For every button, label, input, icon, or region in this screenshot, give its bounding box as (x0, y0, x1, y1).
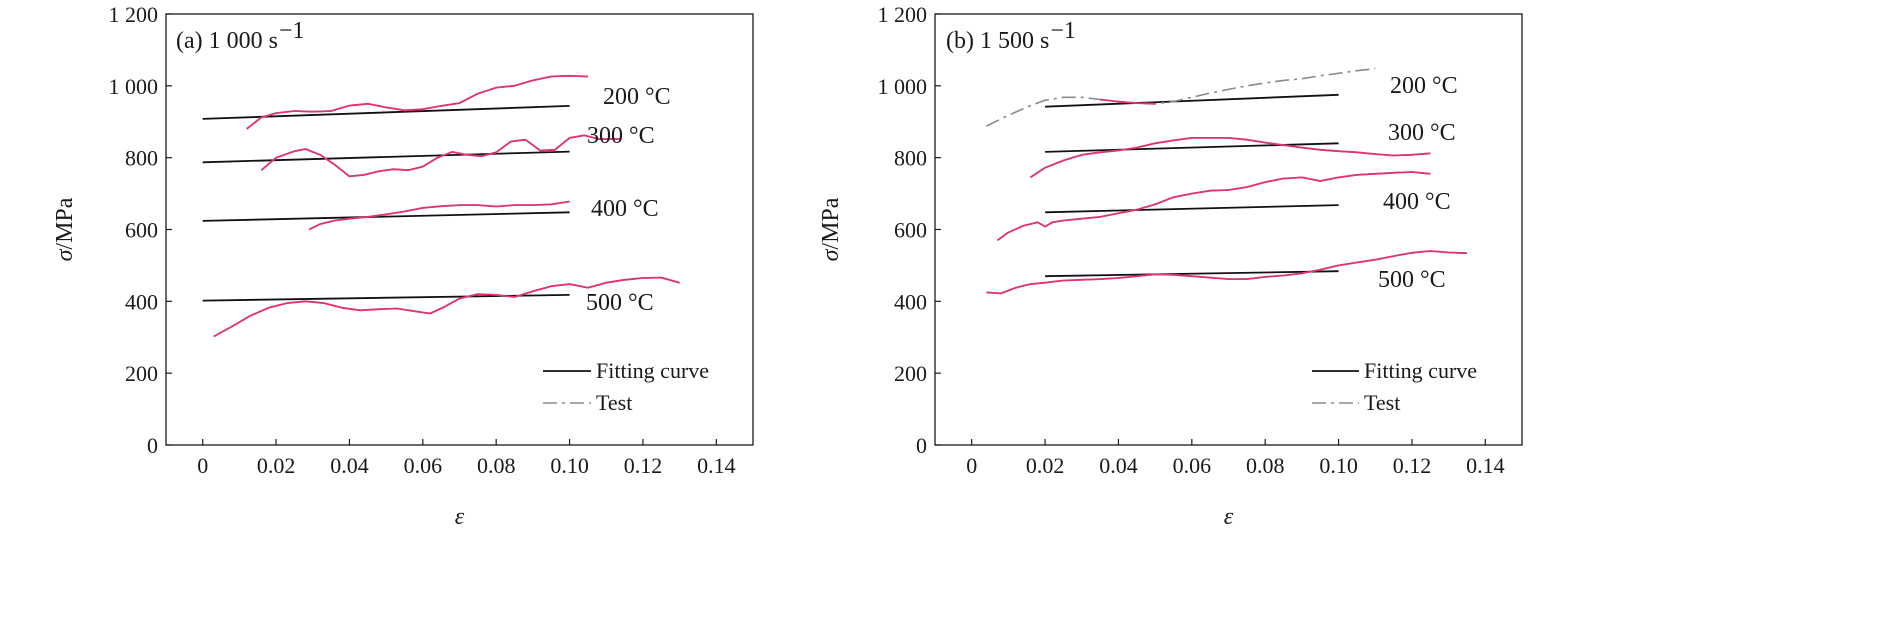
legend-test-label: Test (1364, 390, 1400, 415)
fitting-curve-line (202, 211, 570, 222)
y-tick-label: 1 000 (109, 74, 159, 99)
test-curve-line (986, 250, 1468, 295)
y-tick-label: 1 200 (878, 2, 928, 27)
test-curve-base (246, 74, 588, 130)
temperature-label: 400 °C (591, 196, 659, 222)
panel-title-superscript: −1 (279, 18, 305, 44)
x-tick-label: 0.06 (1173, 453, 1212, 478)
x-tick-label: 0 (197, 453, 208, 478)
x-tick-label: 0.12 (1393, 453, 1432, 478)
x-tick-label: 0.02 (1026, 453, 1065, 478)
panel-title: (b) 1 500 s (946, 28, 1049, 54)
fitting-curve-line (1045, 142, 1339, 153)
x-tick-label: 0 (966, 453, 977, 478)
chart-panel-b: 0 0.02 0.04 0.06 0.08 0.10 0.12 0.14 0 200 400 600 8… (818, 2, 1523, 530)
x-tick-label: 0.12 (624, 453, 663, 478)
legend-fit-label: Fitting curve (596, 358, 709, 383)
fitting-curve-line (1045, 270, 1339, 278)
test-curve-line (246, 74, 588, 130)
x-tick-label: 0.08 (1246, 453, 1285, 478)
fitting-curve-line (1045, 93, 1339, 108)
y-tick-label: 1 200 (109, 2, 159, 27)
fitting-curve-line (202, 150, 570, 164)
y-axis-label: σ/MPa (52, 197, 78, 261)
y-tick-label: 200 (125, 361, 158, 386)
x-tick-label: 0.04 (330, 453, 369, 478)
y-tick-label: 800 (894, 146, 927, 171)
test-curve-base (996, 171, 1431, 241)
y-tick-label: 800 (125, 146, 158, 171)
y-tick-label: 0 (147, 433, 158, 458)
x-tick-label: 0.10 (1319, 453, 1358, 478)
test-curve-base (1029, 137, 1431, 179)
y-tick-label: 400 (894, 289, 927, 314)
x-tick-label: 0.08 (477, 453, 516, 478)
chart-panel-a: 0 0.02 0.04 0.06 0.08 0.10 0.12 0.14 0 200 400 600 8… (52, 2, 754, 530)
y-tick-label: 0 (916, 433, 927, 458)
x-tick-label: 0.10 (550, 453, 589, 478)
temperature-label: 500 °C (586, 290, 654, 316)
x-tick-label: 0.14 (697, 453, 736, 478)
y-tick-label: 200 (894, 361, 927, 386)
test-curve-line (1029, 136, 1431, 179)
y-tick-label: 1 000 (878, 74, 928, 99)
temperature-label: 200 °C (1390, 73, 1458, 99)
x-tick-label: 0.04 (1099, 453, 1138, 478)
x-tick-label: 0.14 (1466, 453, 1505, 478)
temperature-label: 500 °C (1378, 267, 1446, 293)
y-tick-label: 600 (894, 218, 927, 243)
panel-title-superscript: −1 (1050, 18, 1076, 44)
y-tick-label: 600 (125, 218, 158, 243)
test-curve-line (996, 171, 1431, 242)
temperature-label: 200 °C (603, 84, 671, 110)
fitting-curve-line (1045, 204, 1339, 214)
test-curve-line (1099, 98, 1156, 105)
legend-fit-label: Fitting curve (1364, 358, 1477, 383)
panel-title: (a) 1 000 s (176, 28, 278, 54)
x-tick-label: 0.02 (257, 453, 296, 478)
y-axis-label: σ/MPa (818, 197, 844, 261)
x-axis-label: ε (1224, 504, 1234, 530)
y-tick-label: 400 (125, 289, 158, 314)
test-curve-line (213, 276, 680, 338)
temperature-label: 300 °C (1388, 120, 1456, 146)
x-tick-label: 0.06 (404, 453, 443, 478)
temperature-label: 400 °C (1383, 189, 1451, 215)
legend-test-label: Test (596, 390, 632, 415)
test-curve-line (308, 200, 570, 231)
x-axis-label: ε (455, 504, 465, 530)
temperature-label: 300 °C (587, 123, 655, 149)
test-curve-line (260, 134, 621, 178)
test-curve-base (986, 67, 1376, 127)
